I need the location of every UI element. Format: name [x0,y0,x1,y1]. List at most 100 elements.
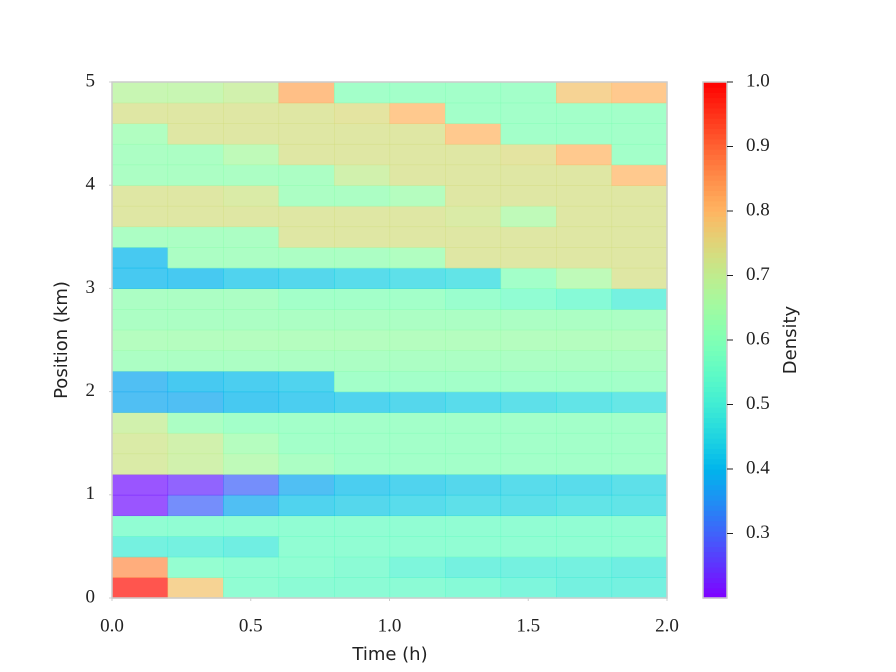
heat-cell [112,267,169,289]
heat-cell [167,267,224,289]
heat-cell [611,474,668,496]
heat-cell [445,350,502,372]
colorbar-swatch [703,530,727,537]
heat-cell [278,432,335,455]
heat-cell [278,185,335,207]
heat-cell [223,432,280,455]
colorbar-swatch [703,252,727,259]
heat-cell [389,370,446,393]
colorbar-swatch [703,370,727,377]
colorbar-swatch [703,556,727,563]
heat-cell [334,453,391,475]
heat-cell [334,329,391,351]
colorbar-swatch [703,200,727,207]
heat-cell [556,102,613,124]
heat-cell [556,267,613,289]
heat-cell [500,391,557,413]
heat-cell [389,288,446,310]
colorbar-swatch [703,448,727,455]
heat-cell [112,370,169,393]
colorbar-swatch [703,185,727,191]
heat-cell [500,102,557,124]
x-tick-label: 1.5 [516,615,540,636]
heat-cell [167,515,224,537]
heat-cell [611,247,668,269]
heat-cell [223,556,280,578]
colorbar-swatch [703,236,727,243]
heat-cell [334,205,391,228]
colorbar-swatch [703,241,727,248]
heat-cell [389,515,446,537]
heat-cell [500,474,557,496]
colorbar-swatch [703,278,727,284]
heat-cell [223,247,280,269]
heat-cell [223,391,280,413]
colorbar-swatch [703,288,727,295]
heat-cell [556,226,613,248]
colorbar-swatch [703,133,727,140]
heat-cell [223,329,280,351]
colorbar-swatch [703,422,727,429]
colorbar-swatch [703,407,727,413]
y-tick-label: 5 [86,70,96,91]
heat-cell [167,494,224,517]
colorbar-swatch [703,536,727,542]
heat-cell [556,309,613,331]
colorbar-tick-label: 0.9 [746,135,770,156]
colorbar-swatch [703,190,727,197]
colorbar-swatch [703,272,727,279]
colorbar-swatch [703,314,727,320]
colorbar-swatch [703,334,727,341]
heat-cell [167,453,224,475]
x-axis-label: Time (h) [351,644,427,665]
heat-cell [167,432,224,455]
colorbar-swatch [703,469,727,475]
heat-cell [389,494,446,517]
colorbar-swatch [703,169,727,176]
colorbar-swatch [703,427,727,434]
heat-cell [611,556,668,578]
heat-cell [223,577,280,599]
colorbar-swatch [703,525,727,532]
heat-cell [445,453,502,475]
heat-cell [389,329,446,351]
heat-cell [112,536,169,558]
colorbar-swatch [703,107,727,114]
heat-cell [278,247,335,269]
heat-cell [278,309,335,331]
heat-cell [167,247,224,269]
heat-cell [500,82,557,104]
heat-cell [278,370,335,393]
heat-cell [167,329,224,351]
heat-cell [167,143,224,166]
heat-cell [334,370,391,393]
heat-cell [278,226,335,248]
heat-cell [278,205,335,228]
heat-cell [334,391,391,413]
heat-cell [611,350,668,372]
colorbar-swatch [703,510,727,517]
colorbar-tick-label: 0.4 [746,457,770,478]
heat-cell [500,515,557,537]
heat-cell [334,309,391,331]
colorbar-swatch [703,102,727,109]
heat-cell [445,577,502,599]
heat-cell [334,474,391,496]
heat-cell [278,556,335,578]
heat-cell [334,494,391,517]
heat-cell [611,370,668,393]
heat-cell [445,288,502,310]
colorbar-swatch [703,112,727,119]
heat-cell [500,494,557,517]
heat-cell [112,577,169,599]
heat-cell [167,82,224,104]
heat-cell [334,82,391,104]
colorbar-swatch [703,180,727,186]
heat-cell [611,515,668,537]
x-tick-label: 1.0 [378,615,402,636]
heat-cell [500,432,557,455]
heat-cell [112,432,169,455]
heat-cell [500,288,557,310]
heat-cell [445,102,502,124]
heat-cell [112,412,169,434]
